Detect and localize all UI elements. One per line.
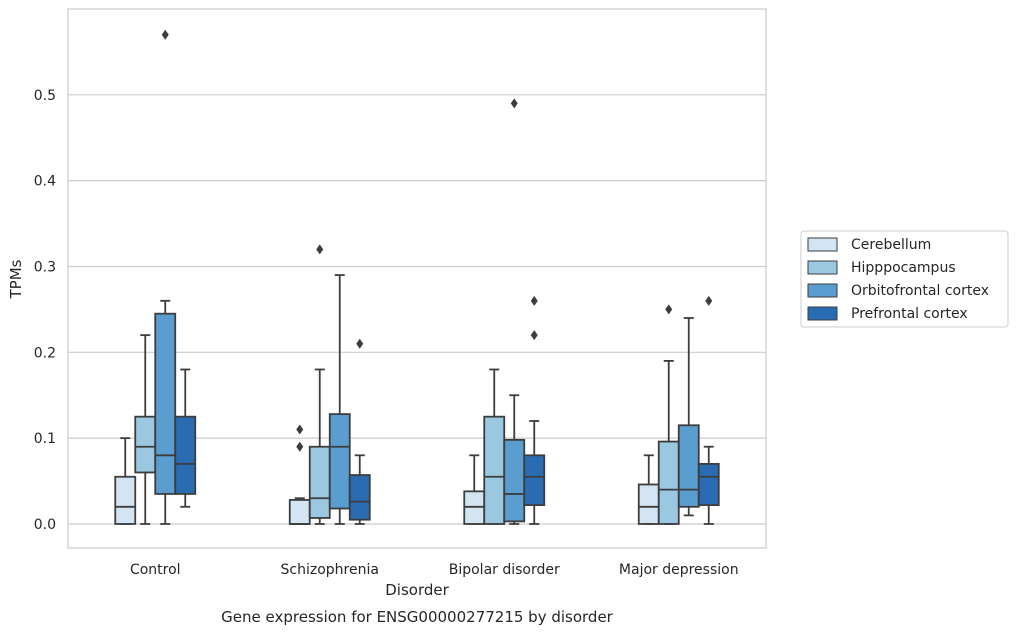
- outlier-point: [296, 424, 304, 435]
- y-tick-labels: 0.0 0.1 0.2 0.3 0.4 0.5: [34, 88, 56, 533]
- y-tick-label: 0.3: [34, 259, 56, 275]
- outlier-point: [356, 338, 364, 349]
- x-tick-label: Control: [130, 562, 181, 578]
- box-iqr: [523, 454, 546, 506]
- legend-label: Cerebellum: [851, 237, 931, 253]
- legend-swatch: [807, 260, 838, 275]
- y-tick-label: 0.0: [34, 517, 56, 533]
- y-tick-label: 0.4: [34, 174, 56, 190]
- y-axis-label: TPMs: [7, 259, 25, 299]
- box-prefrontal-cortex-3: [523, 295, 546, 525]
- box-orbitofrontal-cortex-1: [154, 29, 177, 525]
- outlier-point: [665, 304, 673, 315]
- x-tick-labels: Control Schizophrenia Bipolar disorder Majo…: [130, 562, 739, 578]
- box-cerebellum-1: [114, 437, 137, 525]
- legend-swatch: [807, 306, 838, 321]
- legend-swatch: [807, 237, 838, 252]
- outlier-point: [530, 330, 538, 341]
- outlier-point: [705, 295, 713, 306]
- box-prefrontal-cortex-4: [697, 295, 720, 525]
- x-tick-label: Major depression: [619, 562, 739, 578]
- box-iqr: [637, 483, 660, 525]
- box-prefrontal-cortex-1: [174, 368, 197, 508]
- y-tick-label: 0.5: [34, 88, 56, 104]
- legend-frame: [800, 230, 1009, 328]
- box-series: [114, 29, 720, 525]
- box-hipppocampus-3: [483, 368, 506, 525]
- box-iqr: [134, 415, 157, 474]
- box-orbitofrontal-cortex-4: [677, 317, 700, 517]
- box-orbitofrontal-cortex-3: [503, 98, 526, 525]
- box-iqr: [328, 413, 351, 510]
- box-prefrontal-cortex-2: [348, 338, 371, 525]
- outlier-point: [296, 441, 304, 452]
- box-cerebellum-3: [463, 454, 486, 525]
- legend-label: Orbitofrontal cortex: [851, 283, 989, 299]
- x-axis-label: Disorder: [385, 581, 449, 599]
- box-iqr: [114, 475, 137, 525]
- legend-label: Hipppocampus: [851, 260, 956, 276]
- outlier-point: [530, 295, 538, 306]
- chart-caption: Gene expression for ENSG00000277215 by d…: [221, 608, 614, 626]
- outlier-point: [316, 244, 324, 255]
- box-iqr: [677, 424, 700, 508]
- box-iqr: [697, 462, 720, 506]
- box-cerebellum-2: [288, 424, 311, 525]
- outlier-point: [161, 29, 169, 40]
- y-tick-label: 0.2: [34, 345, 56, 361]
- legend-label: Prefrontal cortex: [851, 306, 968, 322]
- x-tick-label: Schizophrenia: [281, 562, 379, 578]
- box-iqr: [174, 415, 197, 495]
- outlier-point: [510, 98, 518, 109]
- y-tick-label: 0.1: [34, 431, 56, 447]
- box-iqr: [348, 474, 371, 521]
- box-hipppocampus-2: [308, 244, 331, 525]
- plot-frame: [67, 8, 767, 549]
- box-iqr: [308, 445, 331, 519]
- box-hipppocampus-1: [134, 334, 157, 525]
- x-tick-label: Bipolar disorder: [449, 562, 560, 578]
- legend: Cerebellum Hipppocampus Orbitofrontal cort…: [800, 230, 1009, 328]
- box-iqr: [657, 440, 680, 525]
- box-cerebellum-4: [637, 454, 660, 525]
- box-orbitofrontal-cortex-2: [328, 274, 351, 525]
- box-iqr: [154, 312, 177, 495]
- box-hipppocampus-4: [657, 304, 680, 525]
- box-iqr: [483, 415, 506, 525]
- box-iqr: [288, 499, 311, 525]
- box-iqr: [503, 438, 526, 523]
- legend-swatch: [807, 283, 838, 298]
